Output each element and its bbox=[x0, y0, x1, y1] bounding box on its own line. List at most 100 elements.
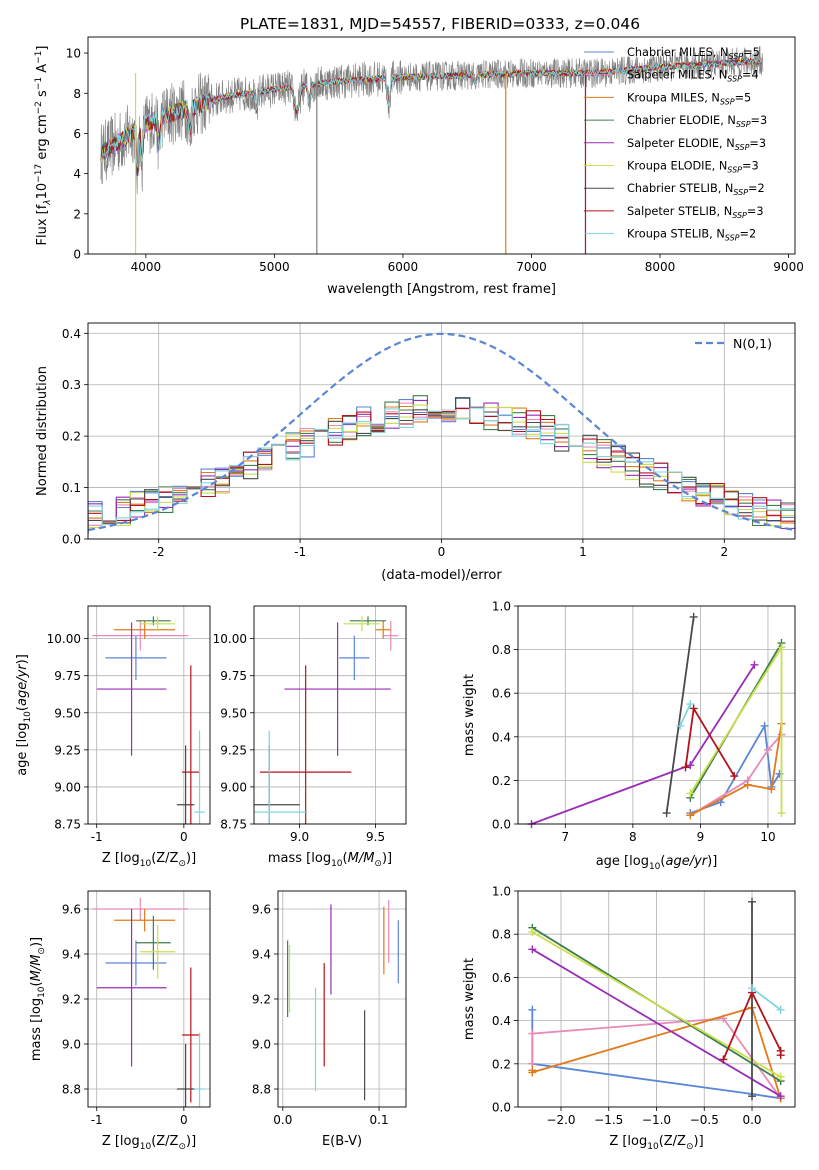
weight-vs-metallicity-panel: −2.0 −1.5 −1.0 −0.5 0.0 0.0 0.2 0.4 0.6 0.8 1.0 mas… bbox=[462, 885, 796, 1152]
weight-marker-kroupa-elodie bbox=[777, 643, 786, 652]
y-tick-label: 9.00 bbox=[220, 780, 247, 794]
y-tick-label: 0.2 bbox=[492, 774, 511, 788]
x-tick-label: 6000 bbox=[388, 260, 419, 274]
x-tick-label: -2 bbox=[153, 545, 165, 559]
y-tick-label: 0.6 bbox=[492, 687, 511, 701]
x-tick-label: -1 bbox=[294, 545, 306, 559]
y-tick-label: 0.8 bbox=[492, 643, 511, 657]
x-tick-label: 9 bbox=[697, 830, 705, 844]
y-tick-label: 0.0 bbox=[62, 533, 81, 547]
x-tick-label: 9000 bbox=[773, 260, 804, 274]
y-tick-label: 9.50 bbox=[54, 706, 81, 720]
weight-marker-kroupa-stelib bbox=[686, 700, 695, 709]
x-tick-label: 7 bbox=[561, 830, 569, 844]
y-tick-label: 0.0 bbox=[492, 1101, 511, 1115]
x-tick-label: 0 bbox=[180, 1113, 188, 1127]
y-tick-label: 9.00 bbox=[54, 780, 81, 794]
weight-vs-age-panel: 7 8 9 10 0.0 0.2 0.4 0.6 0.8 1.0 mass weight age [l… bbox=[462, 600, 796, 872]
spectrum-panel: 4000 5000 6000 7000 8000 9000 0 2 4 6 8 10 Chabrier … bbox=[34, 36, 804, 297]
x-tick-label: 8000 bbox=[645, 260, 676, 274]
y-tick-label: 9.6 bbox=[252, 903, 271, 917]
age-vs-metallicity-panel: -1 0 8.75 9.00 9.25 9.50 9.75 10.00 Z [log10(Z/Z… bbox=[15, 605, 211, 869]
weight-line-salpeter-miles bbox=[689, 734, 783, 817]
axes-frame bbox=[87, 890, 211, 1108]
y-tick-label: 1.0 bbox=[492, 885, 511, 899]
legend-label-chabrier-miles: Chabrier MILES, NSSP=5 bbox=[627, 46, 760, 61]
legend-label-salpeter-elodie: Salpeter ELODIE, NSSP=3 bbox=[627, 137, 766, 152]
mass-vs-ebv-panel: 0.0 0.1 8.8 9.0 9.2 9.4 9.6 E(B-V) bbox=[252, 890, 407, 1149]
x-tick-label: 4000 bbox=[131, 260, 162, 274]
y-tick-label: 0.1 bbox=[62, 481, 81, 495]
legend-label-kroupa-miles: Kroupa MILES, NSSP=5 bbox=[627, 91, 751, 106]
weight-marker-kroupa-elodie bbox=[686, 789, 695, 798]
weight-marker-chabrier-stelib bbox=[689, 612, 698, 621]
weight-marker-salpeter-elodie bbox=[686, 761, 695, 770]
weight-marker-salpeter-stelib bbox=[719, 1055, 728, 1064]
y-tick-label: 0.8 bbox=[492, 928, 511, 942]
x-axis-label: Z [log10(Z/Z⊙)] bbox=[609, 1134, 703, 1152]
x-axis-label: mass [log10(M/M⊙)] bbox=[268, 851, 392, 869]
axes-frame bbox=[253, 605, 407, 825]
weight-marker-chabrier-stelib bbox=[748, 897, 757, 906]
x-axis-label: Z [log10(Z/Z⊙)] bbox=[102, 851, 196, 869]
weight-marker-chabrier-stelib bbox=[662, 809, 671, 818]
weight-line-salpeter-elodie bbox=[531, 948, 782, 1097]
y-tick-label: 0.4 bbox=[62, 327, 81, 341]
y-tick-label: 8.8 bbox=[252, 1083, 271, 1097]
x-tick-label: 9.0 bbox=[290, 830, 309, 844]
weight-marker-kroupa-stelib bbox=[748, 984, 757, 993]
weight-marker-salpeter-elodie bbox=[750, 660, 759, 669]
weight-marker-chabrier-miles bbox=[528, 1005, 537, 1014]
weight-line-kroupa-miles bbox=[689, 723, 783, 817]
x-tick-label: −1.0 bbox=[642, 1113, 671, 1127]
weight-marker-salpeter-elodie bbox=[776, 1092, 785, 1101]
axes-frame bbox=[517, 890, 796, 1108]
weight-marker-kroupa-miles bbox=[686, 811, 695, 820]
weight-marker-kroupa-miles bbox=[767, 785, 776, 794]
axes-frame bbox=[87, 322, 796, 540]
y-tick-label: 1.0 bbox=[492, 600, 511, 614]
legend-label-chabrier-stelib: Chabrier STELIB, NSSP=2 bbox=[627, 182, 765, 197]
y-tick-label: 0.3 bbox=[62, 378, 81, 392]
x-tick-label: 5000 bbox=[259, 260, 290, 274]
y-tick-label: 0 bbox=[73, 248, 81, 262]
observed-spectrum-line bbox=[100, 46, 764, 195]
weight-line-kroupa-stelib bbox=[679, 703, 692, 727]
weight-marker-salpeter-elodie bbox=[528, 945, 537, 954]
x-axis-label: Z [log10(Z/Z⊙)] bbox=[102, 1134, 196, 1152]
x-tick-label: 8 bbox=[629, 830, 637, 844]
x-tick-label: 0.0 bbox=[273, 1113, 292, 1127]
weight-marker-chabrier-stelib bbox=[748, 1092, 757, 1101]
y-tick-label: 9.4 bbox=[252, 948, 271, 962]
x-axis-label: wavelength [Angstrom, rest frame] bbox=[327, 282, 556, 297]
weight-line-kroupa-stelib bbox=[751, 987, 782, 1011]
y-tick-label: 0.4 bbox=[492, 730, 511, 744]
y-axis-label: mass [log10(M/M⊙)] bbox=[29, 937, 47, 1061]
y-tick-label: 9.0 bbox=[62, 1038, 81, 1052]
weight-marker-kroupa-elodie bbox=[528, 928, 537, 937]
y-tick-label: 10 bbox=[66, 47, 81, 61]
y-tick-label: 9.25 bbox=[220, 743, 247, 757]
y-tick-label: 10.00 bbox=[47, 632, 81, 646]
weight-marker-salpeter-stelib bbox=[681, 763, 690, 772]
weight-marker-salpeter-stelib bbox=[689, 704, 698, 713]
y-tick-label: 6 bbox=[73, 127, 81, 141]
y-tick-label: 8 bbox=[73, 87, 81, 101]
histogram-kroupa-stelib bbox=[88, 407, 795, 534]
weight-marker-salpeter-miles bbox=[528, 1029, 537, 1038]
legend-label-kroupa-stelib: Kroupa STELIB, NSSP=2 bbox=[627, 228, 756, 243]
y-tick-label: 9.2 bbox=[62, 993, 81, 1007]
legend-label-salpeter-miles: Salpeter MILES, NSSP=4 bbox=[627, 69, 759, 84]
legend-label-chabrier-elodie: Chabrier ELODIE, NSSP=3 bbox=[627, 114, 767, 129]
weight-marker-kroupa-miles bbox=[528, 1068, 537, 1077]
x-tick-label: −0.5 bbox=[690, 1113, 719, 1127]
y-tick-label: 9.6 bbox=[62, 903, 81, 917]
x-axis-label: age [log10(age/yr)] bbox=[596, 854, 718, 872]
y-tick-label: 8.75 bbox=[54, 818, 81, 832]
weight-marker-salpeter-stelib bbox=[730, 772, 739, 781]
weight-marker-salpeter-stelib bbox=[776, 1051, 785, 1060]
x-tick-label: −2.0 bbox=[546, 1113, 575, 1127]
legend-label-kroupa-elodie: Kroupa ELODIE, NSSP=3 bbox=[627, 160, 759, 175]
x-tick-label: 0 bbox=[180, 830, 188, 844]
